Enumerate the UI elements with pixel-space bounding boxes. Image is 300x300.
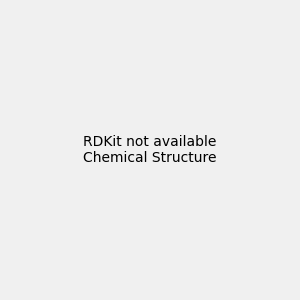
Text: RDKit not available
Chemical Structure: RDKit not available Chemical Structure (83, 135, 217, 165)
